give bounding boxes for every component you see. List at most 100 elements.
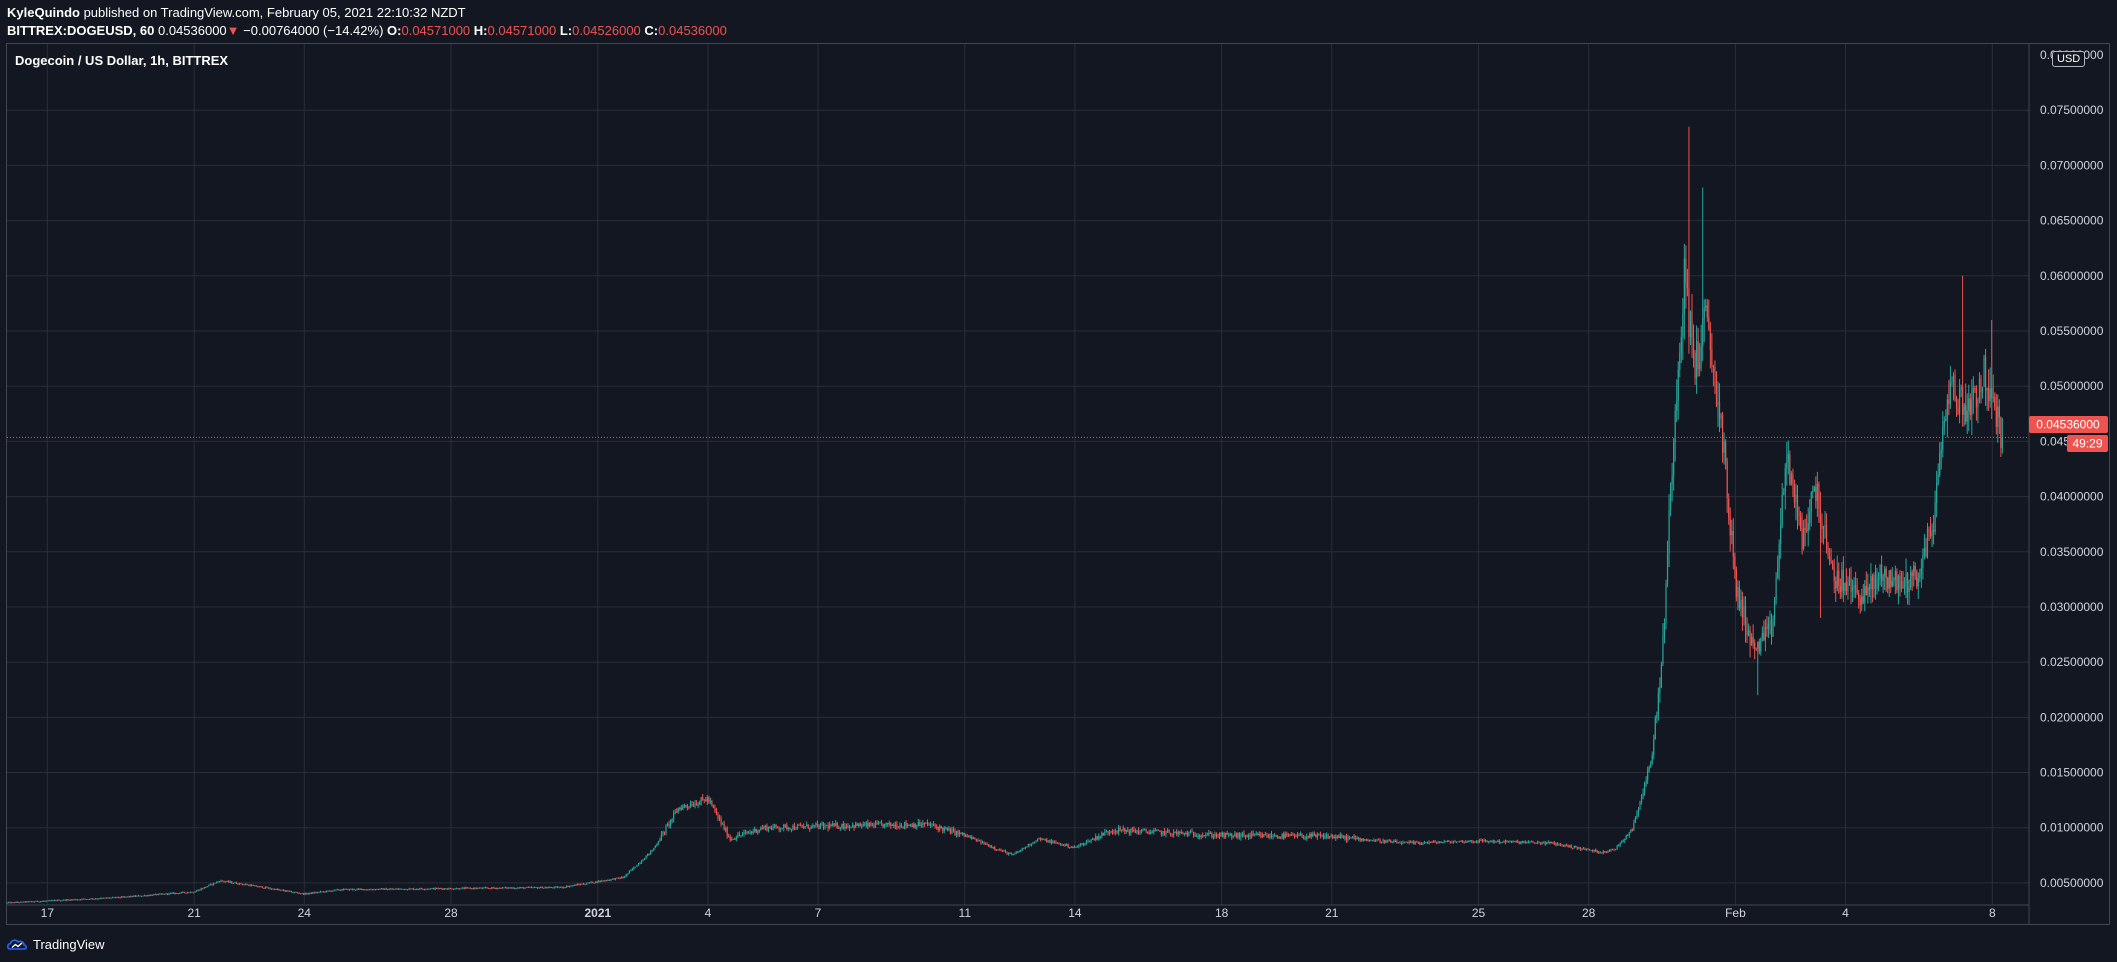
- candle-body: [1254, 834, 1256, 836]
- candle-body: [1645, 780, 1647, 784]
- candle-body: [1692, 338, 1695, 354]
- candle-body: [633, 866, 635, 869]
- candle-body: [1913, 565, 1915, 576]
- candle-body: [1327, 835, 1329, 839]
- candle-body: [1108, 832, 1111, 834]
- candle-body: [992, 847, 994, 849]
- candle-body: [1180, 832, 1182, 834]
- candle-body: [836, 823, 838, 829]
- candle-body: [1049, 840, 1051, 842]
- candle-body: [1122, 828, 1124, 830]
- symbol-label: BITTREX:DOGEUSD, 60: [7, 23, 155, 38]
- candle-body: [665, 825, 667, 833]
- candle-body: [637, 863, 640, 866]
- candle-body: [99, 897, 101, 899]
- candle-body: [605, 880, 607, 882]
- candle-body: [986, 843, 988, 845]
- candle-body: [850, 826, 852, 828]
- candle-body: [177, 893, 179, 895]
- candle-body: [1394, 840, 1396, 842]
- candle-body: [991, 846, 993, 848]
- candle-body: [257, 886, 259, 888]
- candle-body: [1371, 840, 1374, 842]
- candle-body: [1559, 843, 1562, 845]
- candle-body: [1613, 849, 1615, 851]
- candle-body: [731, 838, 733, 840]
- candle-body: [971, 836, 973, 839]
- candle-body: [1988, 387, 1990, 402]
- candle-body: [787, 827, 789, 830]
- candle-body: [1622, 840, 1624, 842]
- candle-body: [1088, 840, 1091, 842]
- candle-body: [784, 824, 786, 826]
- candle-body: [978, 840, 981, 842]
- candle-body: [1197, 836, 1199, 838]
- candle-body: [92, 898, 94, 900]
- candle-body: [1458, 840, 1461, 842]
- candle-body: [1247, 834, 1250, 837]
- candle-body: [416, 889, 418, 891]
- candle-body: [847, 825, 849, 828]
- candle-body: [1741, 599, 1744, 618]
- candle-body: [448, 888, 450, 890]
- candle-body: [790, 829, 792, 831]
- candle-body: [821, 823, 823, 825]
- candle-body: [1066, 844, 1068, 846]
- currency-button[interactable]: USD: [2052, 51, 2086, 67]
- candle-body: [1793, 484, 1796, 503]
- candle-body: [428, 888, 430, 890]
- candle-body: [1226, 832, 1228, 835]
- candle-body: [1439, 842, 1441, 844]
- candle-body: [437, 888, 439, 890]
- candle-body: [558, 887, 560, 889]
- candle-body: [1133, 829, 1135, 832]
- candle-body: [312, 892, 314, 894]
- candle-body: [1200, 835, 1202, 837]
- author-name[interactable]: KyleQuindo: [7, 5, 80, 20]
- candle-body: [1157, 829, 1159, 831]
- candle-body: [781, 828, 783, 830]
- candle-body: [84, 898, 86, 900]
- candle-body: [50, 900, 52, 902]
- candle-body: [130, 895, 132, 897]
- candle-body: [721, 823, 724, 825]
- candle-body: [1422, 843, 1424, 845]
- candle-body: [1232, 835, 1234, 837]
- candle-body: [295, 892, 297, 894]
- chart-frame[interactable]: [6, 43, 2110, 925]
- candle-body: [434, 887, 436, 890]
- candle-body: [1428, 841, 1430, 844]
- candle-body: [1634, 817, 1637, 823]
- candle-body: [255, 885, 257, 887]
- candle-body: [148, 895, 150, 897]
- candle-body: [1267, 836, 1270, 838]
- candle-body: [1894, 571, 1896, 581]
- candle-body: [622, 877, 624, 879]
- candle-body: [1718, 401, 1721, 419]
- candle-body: [1355, 837, 1357, 839]
- candle-body: [581, 883, 583, 885]
- candle-body: [663, 831, 666, 833]
- candle-body: [1790, 473, 1792, 485]
- x-tick-label: 8: [1989, 906, 1996, 920]
- candle-body: [946, 827, 948, 830]
- candle-body: [119, 897, 121, 899]
- candle-body: [640, 861, 643, 863]
- candle-body: [1773, 599, 1776, 620]
- candle-body: [899, 824, 901, 828]
- candle-body: [1160, 831, 1163, 835]
- candle-body: [307, 893, 309, 895]
- candle-body: [507, 887, 510, 889]
- footer-branding[interactable]: TradingView: [7, 934, 105, 954]
- open-value: 0.04571000: [401, 23, 471, 38]
- candle-body: [1514, 841, 1516, 843]
- candle-body: [38, 901, 40, 903]
- candle-body: [1833, 568, 1835, 582]
- candle-body: [1059, 843, 1062, 845]
- candle-body: [1673, 442, 1675, 476]
- candle-body: [319, 891, 322, 893]
- candle-body: [495, 888, 497, 890]
- candle-body: [1619, 842, 1621, 846]
- candle-body: [96, 898, 98, 900]
